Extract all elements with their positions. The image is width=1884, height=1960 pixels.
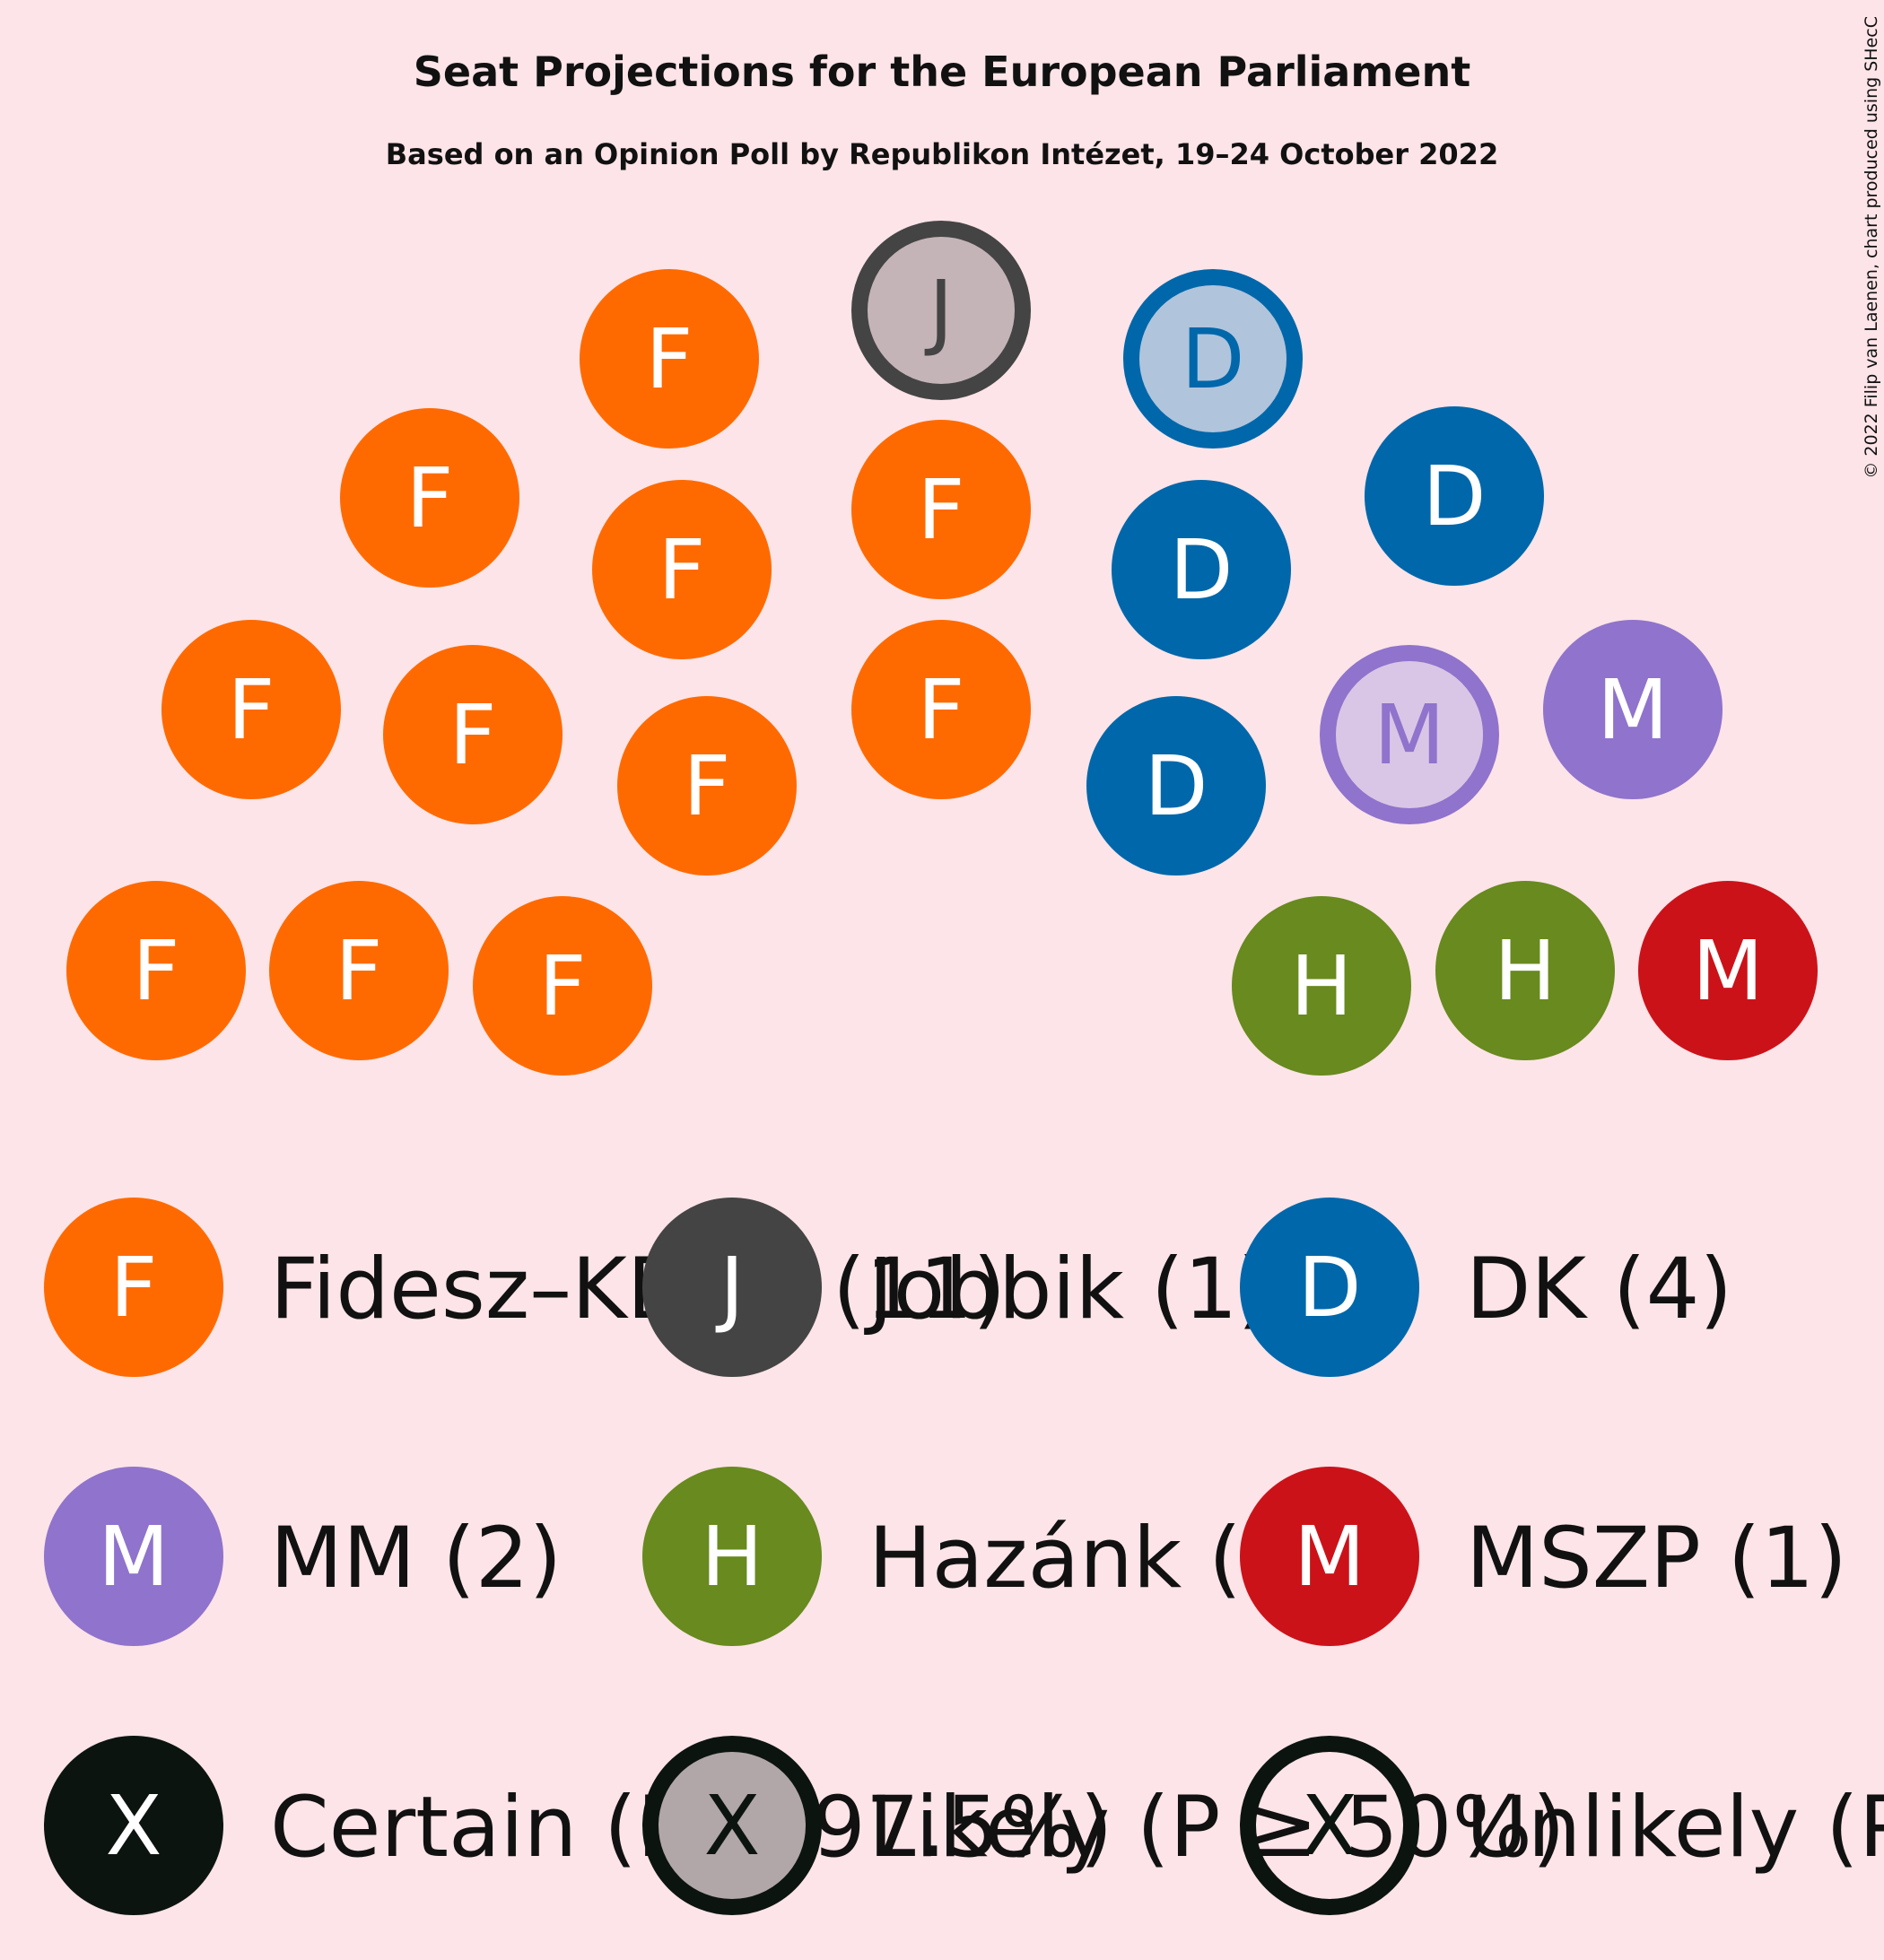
seat-dk: D [1112, 480, 1291, 659]
legend-swatch [642, 1467, 822, 1646]
legend-item-hazank: H Hazánk (2) [642, 1467, 1328, 1646]
seat-letter: J [924, 263, 953, 359]
status-legend-likely: X Likely (P ≥ 50%) [642, 1736, 1566, 1915]
seat-letter: F [406, 450, 454, 546]
legend-label: DK (4) [1466, 1241, 1732, 1338]
seat-fidesz: F [851, 620, 1031, 799]
status-legend-unlikely: X Unlikely (P < 50%) [1240, 1736, 1884, 1915]
seat-hazank: H [1232, 896, 1411, 1076]
legend-swatch [44, 1198, 223, 1377]
legend-swatch-letter: D [1298, 1240, 1362, 1336]
seat-hazank: H [1435, 881, 1615, 1060]
seat-fidesz: F [66, 881, 246, 1060]
seat-jobbik: J [851, 221, 1031, 400]
legend-label: MSZP (1) [1466, 1510, 1847, 1607]
seat-letter: F [133, 923, 180, 1019]
status-swatch [1240, 1736, 1419, 1915]
legend-swatch-letter: H [701, 1509, 763, 1605]
seat-mm: M [1543, 620, 1723, 799]
legend-swatch [1240, 1198, 1419, 1377]
seat-letter: F [336, 923, 383, 1019]
status-legend-label: Unlikely (P < 50%) [1466, 1779, 1884, 1877]
seat-letter: M [1597, 662, 1668, 758]
legend-swatch [1240, 1467, 1419, 1646]
copyright-note: © 2022 Filip van Laenen, chart produced … [1862, 16, 1881, 479]
legend-label: Fidesz–KDNP (11) [270, 1241, 1006, 1338]
seat-fidesz: F [617, 696, 797, 875]
status-swatch-letter: X [1301, 1778, 1357, 1874]
legend-label: Jobbik (1) [864, 1241, 1270, 1338]
seat-mszp: M [1638, 881, 1818, 1060]
seat-dk: D [1123, 269, 1303, 449]
chart-title: Seat Projections for the European Parlia… [414, 48, 1470, 96]
legend-item-dk: D DK (4) [1240, 1198, 1732, 1377]
seat-hemicycle: F F F F F F F F F F F J D D D D M M H H M [66, 221, 1818, 1076]
seat-fidesz: F [592, 480, 772, 659]
seat-dk: D [1086, 696, 1266, 875]
seat-letter: M [1374, 687, 1444, 783]
party-legend: F Fidesz–KDNP (11)J Jobbik (1) D DK (4) M MM (… [44, 1198, 1847, 1646]
seat-letter: F [918, 462, 965, 558]
seat-letter: F [684, 738, 731, 834]
seat-letter: D [1423, 449, 1487, 544]
legend-swatch-letter: F [110, 1240, 158, 1336]
legend-item-fidesz: F Fidesz–KDNP (11) [44, 1198, 1006, 1377]
seat-letter: D [1182, 311, 1245, 407]
seat-fidesz: F [340, 408, 519, 588]
seat-mm: M [1320, 645, 1499, 824]
seat-fidesz: F [161, 620, 341, 799]
seat-letter: D [1170, 522, 1234, 618]
legend-item-mm: M MM (2) [44, 1467, 562, 1646]
legend-swatch [44, 1467, 223, 1646]
legend-swatch-letter: M [1294, 1509, 1365, 1605]
status-swatch-letter: X [105, 1778, 161, 1874]
seat-fidesz: F [473, 896, 652, 1076]
seat-fidesz: F [269, 881, 449, 1060]
legend-swatch-letter: J [715, 1240, 744, 1336]
seat-letter: H [1290, 938, 1352, 1034]
legend-item-jobbik: J Jobbik (1) [642, 1198, 1270, 1377]
legend-item-mszp: M MSZP (1) [1240, 1467, 1847, 1646]
seat-fidesz: F [383, 645, 563, 824]
seat-letter: M [1692, 923, 1763, 1019]
status-swatch [44, 1736, 223, 1915]
seat-letter: F [539, 938, 587, 1034]
seat-letter: D [1145, 738, 1208, 834]
seat-letter: H [1494, 923, 1556, 1019]
chart-subtitle: Based on an Opinion Poll by Republikon I… [386, 137, 1498, 171]
legend-label: MM (2) [270, 1510, 562, 1607]
seat-letter: F [918, 662, 965, 758]
seat-letter: F [228, 662, 275, 758]
seat-letter: F [646, 311, 693, 407]
seat-letter: F [449, 687, 497, 783]
seat-fidesz: F [580, 269, 759, 449]
status-legend-label: Likely (P ≥ 50%) [868, 1779, 1566, 1877]
seat-letter: F [659, 522, 706, 618]
legend-swatch [642, 1198, 822, 1377]
status-swatch-letter: X [703, 1778, 760, 1874]
legend-swatch-letter: M [98, 1509, 169, 1605]
seat-fidesz: F [851, 420, 1031, 599]
status-swatch [642, 1736, 822, 1915]
seat-dk: D [1365, 406, 1544, 586]
